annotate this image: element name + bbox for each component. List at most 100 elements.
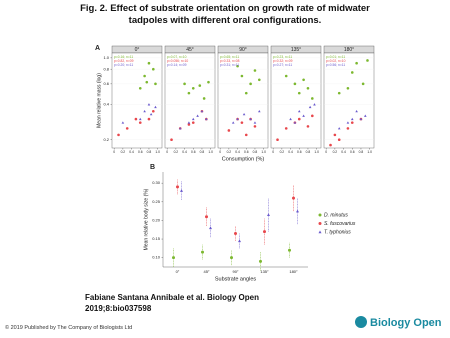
y-tick-label: 0.30 <box>152 180 161 185</box>
point <box>138 86 142 90</box>
y-tick-label: 0.8 <box>103 66 109 71</box>
point <box>180 189 183 192</box>
x-tick-label: 0 <box>219 150 221 154</box>
x-axis-label: Substrate angles <box>215 276 257 282</box>
panel-label: B <box>150 164 155 171</box>
facet-frame <box>323 52 375 149</box>
legend-label: S. fuscovarius <box>324 221 356 227</box>
point <box>178 127 182 130</box>
point <box>154 82 157 86</box>
point <box>143 74 146 78</box>
x-tick-label: 0.4 <box>341 150 346 154</box>
x-tick-label: 0.6 <box>297 150 302 154</box>
x-tick-label: 0.4 <box>129 150 134 154</box>
point <box>209 226 212 230</box>
point <box>337 127 341 130</box>
x-tick-label: 1.0 <box>367 150 372 154</box>
point <box>121 121 125 124</box>
point <box>308 105 312 109</box>
legend-label: T. typhonius <box>324 229 351 235</box>
point <box>170 138 173 142</box>
point <box>306 125 310 128</box>
annotation: p=0.20; n=11 <box>114 63 133 67</box>
point <box>296 209 299 213</box>
point <box>337 91 341 95</box>
x-tick-label: 1.0 <box>261 150 266 154</box>
x-tick-label: 1.0 <box>314 150 319 154</box>
point <box>187 91 191 95</box>
facet-frame <box>217 52 269 149</box>
annotation: p=0.65; n=11 <box>220 55 239 59</box>
x-tick-label: 45° <box>203 269 209 274</box>
point <box>244 133 248 137</box>
point <box>297 109 301 113</box>
point <box>183 82 186 86</box>
x-tick-label: 1.0 <box>155 150 160 154</box>
point <box>201 250 204 254</box>
point <box>258 78 261 82</box>
point <box>230 256 233 260</box>
annotation: p=0.02, n=10 <box>326 59 346 63</box>
point <box>231 121 235 124</box>
x-tick-label: 0.4 <box>182 150 187 154</box>
x-tick-label: 0.6 <box>191 150 196 154</box>
point <box>288 248 291 252</box>
point <box>244 91 248 95</box>
point <box>333 133 337 137</box>
logo-text: Biology Open <box>370 317 442 329</box>
x-tick-label: 0.4 <box>235 150 240 154</box>
point <box>145 80 149 84</box>
point <box>240 121 244 124</box>
point <box>289 117 292 121</box>
point <box>293 121 297 124</box>
point <box>125 127 129 130</box>
point <box>253 125 257 128</box>
point <box>311 114 314 118</box>
point <box>202 97 206 100</box>
x-tick-label: 0.8 <box>306 150 311 154</box>
point <box>259 259 262 263</box>
y-tick-label: 0.4 <box>103 102 109 107</box>
point <box>293 82 297 86</box>
y-tick-label: 0.6 <box>103 81 109 86</box>
y-axis-label: Mean relative mass (log) <box>96 73 102 128</box>
point <box>154 105 157 109</box>
legend-marker <box>318 222 322 225</box>
x-tick-label: 0 <box>272 150 274 154</box>
x-tick-label: 0.2 <box>174 150 179 154</box>
facet-frame <box>164 52 216 149</box>
x-tick-label: 0.4 <box>288 150 293 154</box>
point <box>117 133 120 137</box>
logo: Biology Open <box>355 316 442 329</box>
point <box>267 213 270 217</box>
x-tick-label: 0.8 <box>359 150 364 154</box>
facet-title: 180° <box>344 47 354 53</box>
point <box>198 84 202 87</box>
point <box>311 97 314 100</box>
logo-icon <box>355 316 367 328</box>
annotation: p=0.16; n=11 <box>114 55 133 59</box>
point <box>350 117 354 121</box>
point <box>361 82 365 86</box>
point <box>313 103 316 106</box>
point <box>200 109 204 113</box>
x-tick-label: 0.2 <box>333 150 338 154</box>
point <box>337 138 341 142</box>
point <box>187 121 191 124</box>
annotation: p=0.056; n=10 <box>167 59 188 63</box>
point <box>346 127 350 130</box>
point <box>191 121 195 124</box>
annotation: p=0.56; n=11 <box>326 63 345 67</box>
x-tick-label: 90° <box>232 269 238 274</box>
point <box>263 230 266 234</box>
x-tick-label: 180° <box>289 269 298 274</box>
point <box>191 86 195 90</box>
point <box>292 196 295 200</box>
y-tick-label: 0.25 <box>152 199 161 204</box>
facet-frame <box>270 52 322 149</box>
x-tick-label: 0 <box>113 150 115 154</box>
point <box>350 121 354 124</box>
point <box>253 121 257 124</box>
x-tick-label: 0.6 <box>244 150 249 154</box>
